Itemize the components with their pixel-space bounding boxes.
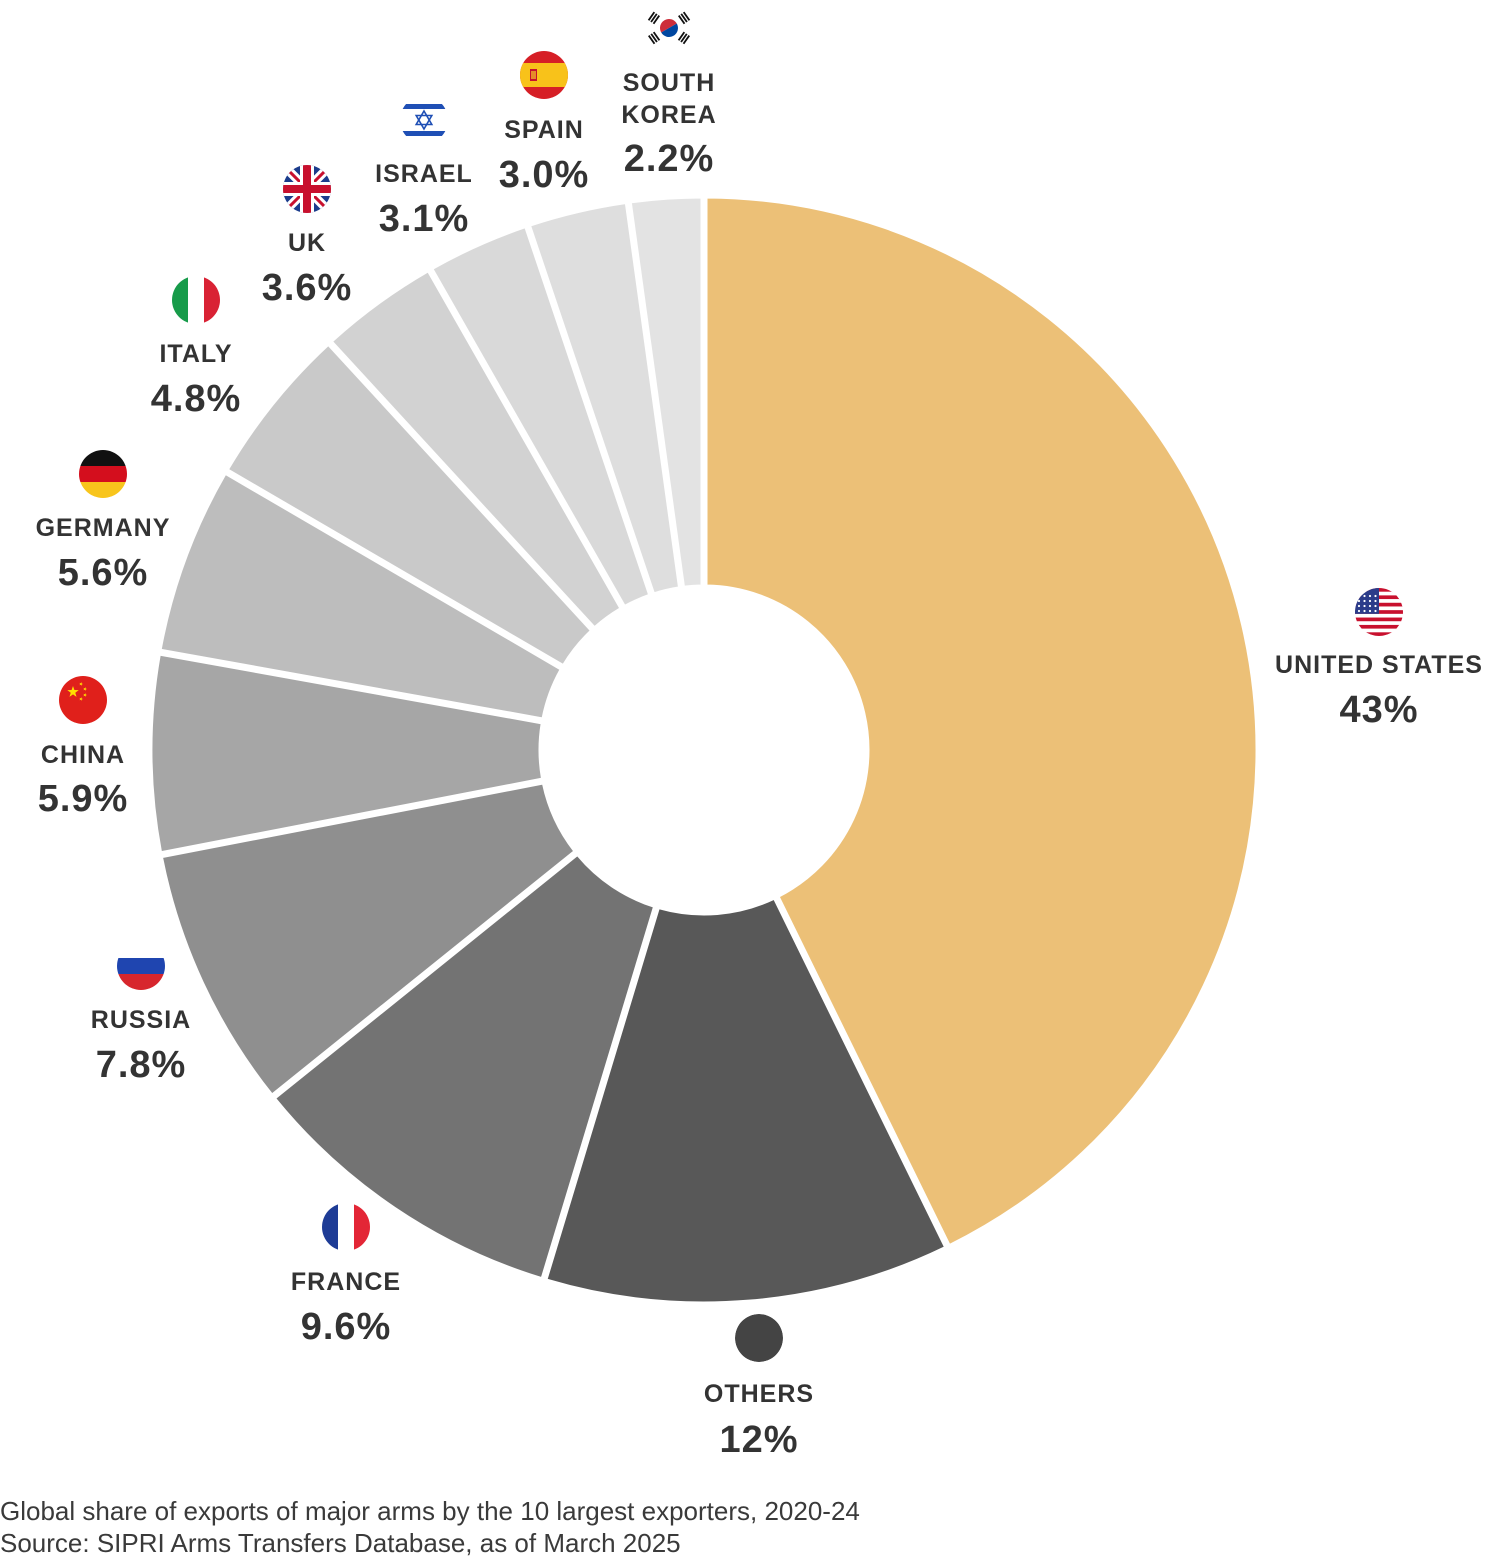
slice-south-korea	[630, 197, 702, 587]
slice-spain	[530, 203, 679, 594]
italy-flag-icon	[172, 276, 220, 324]
slice-label-china: CHINA	[41, 741, 125, 769]
slice-value-united-states: 43%	[1339, 689, 1418, 731]
label-group-france: FRANCE 9.6%	[291, 1203, 401, 1348]
israel-flag-icon	[400, 96, 448, 144]
us-flag-icon	[1355, 588, 1403, 636]
slice-value-france: 9.6%	[301, 1306, 392, 1348]
slice-value-germany: 5.6%	[58, 552, 149, 594]
slice-label-france: FRANCE	[291, 1268, 401, 1296]
label-group-south-korea: SOUTH KOREA 2.2%	[621, 4, 716, 180]
slice-value-south-korea: 2.2%	[624, 138, 715, 180]
russia-flag-icon	[117, 942, 165, 990]
slice-value-spain: 3.0%	[499, 154, 590, 196]
slice-label-russia: RUSSIA	[91, 1006, 191, 1034]
slice-label-germany: GERMANY	[36, 514, 171, 542]
slice-label-others: OTHERS	[704, 1380, 814, 1408]
slice-label-italy: ITALY	[159, 340, 232, 368]
label-group-others: OTHERS 12%	[704, 1314, 814, 1461]
label-group-united-states: UNITED STATES 43%	[1275, 588, 1483, 731]
slice-label-uk: UK	[288, 229, 326, 257]
slice-label-united-states: UNITED STATES	[1275, 651, 1483, 679]
label-group-russia: RUSSIA 7.8%	[91, 942, 191, 1086]
donut-chart: UNITED STATES 43% OTHERS 12% FRANCE 9.6% RUSSI…	[35, 4, 1483, 1461]
slice-israel	[432, 227, 650, 606]
chart-labels: UNITED STATES 43% OTHERS 12% FRANCE 9.6% RUSSI…	[36, 4, 1483, 1461]
slice-value-israel: 3.1%	[379, 198, 470, 240]
slice-others	[546, 898, 945, 1303]
chart-slices	[151, 197, 1257, 1303]
slice-russia	[162, 783, 575, 1095]
france-flag-icon	[322, 1203, 370, 1251]
label-group-germany: GERMANY 5.6%	[36, 450, 171, 594]
slice-value-russia: 7.8%	[96, 1044, 187, 1086]
slice-label-spain: SPAIN	[504, 116, 584, 144]
slice-united-states	[706, 197, 1257, 1245]
slice-value-china: 5.9%	[38, 778, 129, 820]
chart-caption: Global share of exports of major arms by…	[0, 1496, 860, 1526]
slice-value-italy: 4.8%	[151, 378, 242, 420]
label-group-italy: ITALY 4.8%	[151, 276, 242, 420]
slice-china	[151, 654, 542, 853]
chart-source: Source: SIPRI Arms Transfers Database, a…	[0, 1528, 681, 1558]
slice-uk	[332, 271, 621, 628]
slice-label-israel: ISRAEL	[375, 160, 473, 188]
slice-france	[275, 855, 654, 1279]
spain-flag-icon	[520, 51, 568, 99]
label-group-spain: SPAIN 3.0%	[499, 51, 590, 196]
others-dot-icon	[735, 1314, 783, 1362]
slice-italy	[228, 345, 591, 665]
china-flag-icon	[59, 676, 107, 724]
slice-value-others: 12%	[719, 1419, 798, 1461]
label-group-israel: ISRAEL 3.1%	[375, 96, 473, 240]
south-korea-flag-icon	[645, 4, 693, 52]
germany-flag-icon	[79, 450, 127, 498]
label-group-uk: UK 3.6%	[262, 165, 353, 309]
slice-germany	[160, 474, 561, 719]
slice-label-south-korea: SOUTH KOREA	[621, 69, 716, 129]
slice-value-uk: 3.6%	[262, 267, 353, 309]
uk-flag-icon	[283, 165, 331, 213]
label-group-china: CHINA 5.9%	[38, 676, 129, 820]
